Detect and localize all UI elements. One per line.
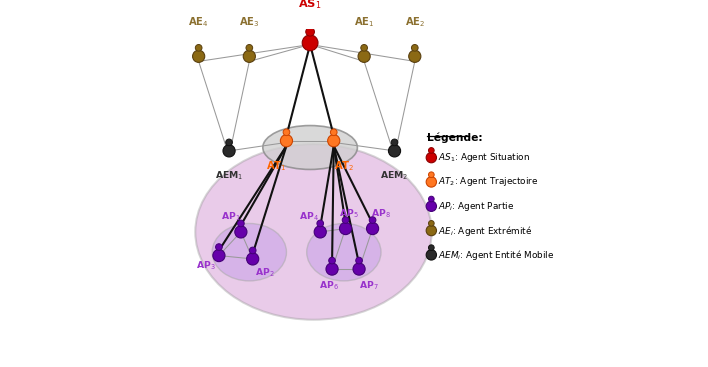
Circle shape [428, 172, 434, 178]
Circle shape [411, 44, 418, 51]
Circle shape [329, 257, 336, 264]
Circle shape [314, 226, 326, 238]
Ellipse shape [212, 224, 287, 281]
Circle shape [428, 148, 434, 153]
Text: $AE_{i}$: Agent Extrémité: $AE_{i}$: Agent Extrémité [438, 224, 532, 237]
Circle shape [355, 257, 362, 264]
Circle shape [426, 152, 437, 163]
Text: AP$_6$: AP$_6$ [319, 279, 338, 291]
Text: AE$_3$: AE$_3$ [239, 15, 260, 29]
Circle shape [326, 263, 338, 275]
Ellipse shape [263, 126, 358, 170]
Circle shape [246, 44, 253, 51]
Circle shape [213, 250, 225, 262]
Circle shape [426, 225, 437, 236]
Circle shape [193, 50, 205, 62]
Text: AE$_2$: AE$_2$ [404, 15, 425, 29]
Ellipse shape [307, 224, 381, 281]
Text: $AS_{1}$: Agent Situation: $AS_{1}$: Agent Situation [438, 151, 530, 164]
Circle shape [428, 196, 434, 202]
Circle shape [328, 135, 340, 147]
Circle shape [249, 247, 256, 254]
Text: AT$_1$: AT$_1$ [266, 159, 287, 173]
Circle shape [195, 44, 202, 51]
Circle shape [339, 222, 352, 235]
Text: AP$_7$: AP$_7$ [360, 279, 379, 291]
Circle shape [342, 217, 349, 224]
Circle shape [244, 50, 256, 62]
Circle shape [389, 145, 401, 157]
Circle shape [428, 245, 434, 251]
Circle shape [223, 145, 235, 157]
Text: AS$_1$: AS$_1$ [298, 0, 322, 11]
Circle shape [370, 217, 376, 224]
Text: AT$_2$: AT$_2$ [333, 159, 354, 173]
Text: AEM$_1$: AEM$_1$ [215, 170, 244, 182]
Text: AP$_5$: AP$_5$ [339, 207, 359, 219]
Text: AP$_4$: AP$_4$ [299, 211, 319, 223]
Circle shape [426, 201, 437, 211]
Text: Légende:: Légende: [427, 132, 482, 143]
Circle shape [367, 222, 379, 235]
Circle shape [283, 129, 290, 136]
Circle shape [361, 44, 367, 51]
Circle shape [280, 135, 292, 147]
Circle shape [237, 220, 244, 227]
Circle shape [409, 50, 421, 62]
Circle shape [428, 221, 434, 226]
Circle shape [358, 50, 370, 62]
Circle shape [353, 263, 365, 275]
Circle shape [331, 129, 337, 136]
Circle shape [392, 139, 398, 146]
Circle shape [317, 220, 324, 227]
Text: $AT_{2}$: Agent Trajectoire: $AT_{2}$: Agent Trajectoire [438, 175, 539, 188]
Circle shape [235, 226, 247, 238]
Text: $AEM_{i}$: Agent Entité Mobile: $AEM_{i}$: Agent Entité Mobile [438, 248, 554, 262]
Circle shape [246, 253, 258, 265]
Text: AP$_8$: AP$_8$ [371, 207, 391, 219]
Text: AP$_1$: AP$_1$ [221, 211, 241, 223]
Text: $AP_{i}$: Agent Partie: $AP_{i}$: Agent Partie [438, 200, 514, 213]
Circle shape [306, 28, 314, 36]
Text: AP$_2$: AP$_2$ [255, 266, 274, 279]
Text: AE$_1$: AE$_1$ [354, 15, 375, 29]
Circle shape [226, 139, 232, 146]
Text: AEM$_2$: AEM$_2$ [380, 170, 409, 182]
Text: AE$_4$: AE$_4$ [188, 15, 209, 29]
Circle shape [302, 35, 318, 51]
Ellipse shape [195, 144, 432, 320]
Circle shape [215, 244, 222, 250]
Circle shape [426, 250, 437, 260]
Circle shape [426, 177, 437, 187]
Text: AP$_3$: AP$_3$ [195, 259, 215, 272]
